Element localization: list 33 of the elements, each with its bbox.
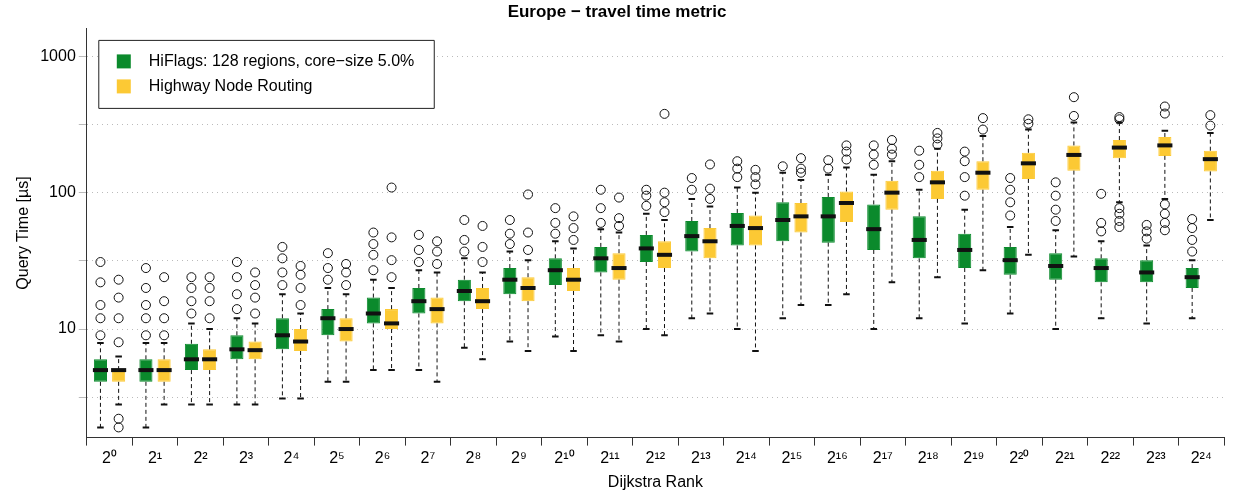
chart-title: Europe − travel time metric [507, 1, 727, 21]
x-tick-label: 2¹⁸ [917, 448, 939, 466]
x-tick-label: 2⁵ [329, 448, 345, 466]
x-tick-label: 2²¹ [1055, 448, 1075, 466]
x-tick-label: 2¹⁹ [963, 448, 985, 466]
x-axis-title: Dijkstra Rank [607, 472, 704, 490]
x-tick-label: 2⁷ [420, 448, 436, 466]
x-tick-label: 2¹⁰ [554, 448, 575, 466]
legend-label: Highway Node Routing [148, 76, 313, 94]
y-tick-label: 100 [49, 183, 76, 201]
x-tick-label: 2¹⁶ [826, 448, 848, 466]
x-tick-label: 2³ [238, 448, 254, 466]
legend-label: HiFlags: 128 regions, core−size 5.0% [148, 51, 415, 69]
x-tick-label: 2¹² [645, 448, 666, 466]
x-tick-label: 2²³ [1145, 448, 1167, 466]
x-tick-label: 2¹⁴ [735, 448, 758, 466]
y-tick-label: 1000 [40, 46, 76, 64]
x-tick-label: 2¹⁷ [872, 448, 894, 466]
x-tick-label: 2⁰ [102, 448, 117, 466]
x-tick-label: 2⁹ [511, 448, 527, 466]
y-tick-label: 10 [58, 319, 76, 337]
x-tick-label: 2²² [1100, 448, 1121, 466]
x-tick-label: 2¹⁵ [781, 448, 803, 466]
x-tick-label: 2¹ [147, 448, 163, 466]
y-axis-title: Query Time [µs] [14, 176, 32, 290]
x-tick-label: 2¹¹ [600, 448, 620, 466]
x-tick-label: 2²⁴ [1190, 448, 1212, 466]
x-tick-label: 2⁴ [283, 448, 300, 466]
x-tick-label: 2¹³ [691, 448, 712, 466]
x-tick-label: 2²⁰ [1009, 448, 1030, 466]
x-tick-label: 2² [193, 448, 209, 466]
x-tick-label: 2⁸ [465, 448, 482, 466]
x-tick-label: 2⁶ [374, 448, 391, 466]
